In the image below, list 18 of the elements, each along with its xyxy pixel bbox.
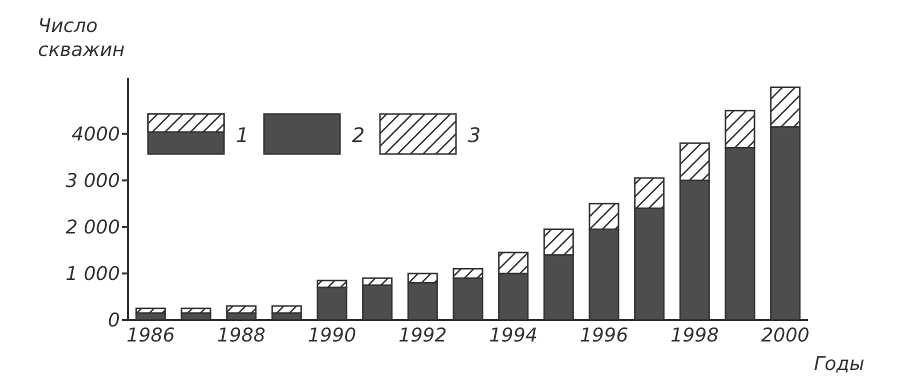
x-tick-label: 1988: [217, 324, 266, 346]
y-tick-label: 1 000: [66, 263, 120, 286]
annotation: 1: [236, 123, 249, 147]
x-tick-label: 1992: [398, 324, 447, 346]
x-tick-label: 1986: [126, 324, 175, 346]
x-tick-label: 1994: [489, 324, 538, 346]
legend-label: 2: [352, 123, 365, 147]
y-tick-label: 2 000: [66, 216, 120, 239]
legend-label: 3: [468, 123, 481, 147]
x-tick-label: 2000: [761, 324, 810, 346]
x-tick-label: 1990: [308, 324, 356, 346]
y-tick-label: 0: [108, 310, 120, 332]
x-axis-title: Годы: [814, 353, 864, 375]
y-tick-label: 3 000: [66, 170, 120, 192]
y-axis-title: Число скважин: [38, 15, 125, 61]
x-tick-label: 1996: [580, 324, 628, 346]
x-tick-label: 1998: [670, 324, 719, 346]
y-tick-label: 4000: [72, 124, 120, 146]
